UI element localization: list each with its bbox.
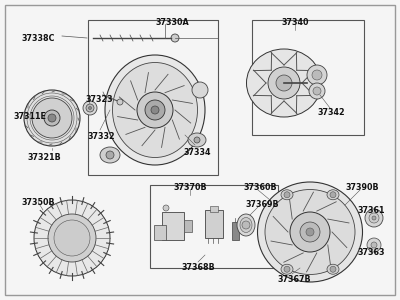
- Bar: [88, 20, 218, 175]
- Circle shape: [88, 106, 92, 110]
- Circle shape: [330, 192, 336, 198]
- Circle shape: [48, 114, 56, 122]
- Bar: [154, 225, 166, 240]
- Circle shape: [106, 151, 114, 159]
- Circle shape: [83, 101, 97, 115]
- Text: 37340: 37340: [281, 18, 309, 27]
- Text: 37367B: 37367B: [278, 275, 312, 284]
- Bar: [210, 206, 218, 212]
- Text: 37311E: 37311E: [14, 112, 47, 121]
- Ellipse shape: [327, 190, 339, 200]
- Text: 37330A: 37330A: [155, 18, 189, 27]
- Circle shape: [145, 100, 165, 120]
- Text: 37321B: 37321B: [28, 153, 62, 162]
- Ellipse shape: [281, 264, 293, 274]
- Text: 37368B: 37368B: [181, 263, 215, 272]
- Circle shape: [312, 70, 322, 80]
- Circle shape: [192, 82, 208, 98]
- Circle shape: [54, 220, 90, 256]
- Circle shape: [313, 87, 321, 95]
- Circle shape: [137, 92, 173, 128]
- Circle shape: [369, 213, 379, 223]
- Ellipse shape: [258, 182, 362, 282]
- Circle shape: [163, 205, 169, 211]
- Circle shape: [34, 200, 110, 276]
- Circle shape: [242, 221, 250, 229]
- Ellipse shape: [246, 49, 322, 117]
- Text: 37342: 37342: [318, 108, 346, 117]
- Circle shape: [171, 34, 179, 42]
- Ellipse shape: [265, 190, 355, 274]
- Ellipse shape: [112, 62, 198, 158]
- Circle shape: [300, 222, 320, 242]
- Text: 37360B: 37360B: [244, 183, 278, 192]
- Circle shape: [32, 98, 72, 138]
- Circle shape: [330, 266, 336, 272]
- Text: 37361: 37361: [358, 206, 386, 215]
- Text: 37350B: 37350B: [22, 198, 56, 207]
- Circle shape: [307, 65, 327, 85]
- Ellipse shape: [281, 190, 293, 200]
- Text: 37363: 37363: [358, 248, 386, 257]
- Bar: [232, 222, 239, 240]
- Ellipse shape: [100, 147, 120, 163]
- Circle shape: [86, 104, 94, 112]
- Text: 37332: 37332: [88, 132, 116, 141]
- Bar: [252, 20, 364, 135]
- Circle shape: [284, 192, 290, 198]
- Ellipse shape: [188, 133, 206, 147]
- Ellipse shape: [327, 264, 339, 274]
- Circle shape: [194, 137, 200, 143]
- Circle shape: [44, 110, 60, 126]
- Circle shape: [48, 214, 96, 262]
- Text: 37390B: 37390B: [345, 183, 379, 192]
- Ellipse shape: [105, 55, 205, 165]
- Circle shape: [290, 212, 330, 252]
- Bar: [150, 185, 278, 268]
- Circle shape: [24, 90, 80, 146]
- Bar: [184, 220, 192, 232]
- Circle shape: [309, 83, 325, 99]
- Circle shape: [151, 106, 159, 114]
- Circle shape: [306, 228, 314, 236]
- Circle shape: [276, 75, 292, 91]
- Ellipse shape: [240, 218, 252, 232]
- Circle shape: [268, 67, 300, 99]
- Text: 37323: 37323: [85, 95, 113, 104]
- Text: 37338C: 37338C: [22, 34, 56, 43]
- Text: 37334: 37334: [183, 148, 210, 157]
- Bar: [162, 212, 184, 240]
- Ellipse shape: [237, 214, 255, 236]
- Text: 37370B: 37370B: [173, 183, 207, 192]
- Circle shape: [117, 99, 123, 105]
- Circle shape: [284, 266, 290, 272]
- Circle shape: [371, 242, 377, 248]
- Circle shape: [367, 238, 381, 252]
- Bar: [205, 210, 223, 238]
- Circle shape: [365, 209, 383, 227]
- Circle shape: [372, 216, 376, 220]
- Text: 37369B: 37369B: [245, 200, 279, 209]
